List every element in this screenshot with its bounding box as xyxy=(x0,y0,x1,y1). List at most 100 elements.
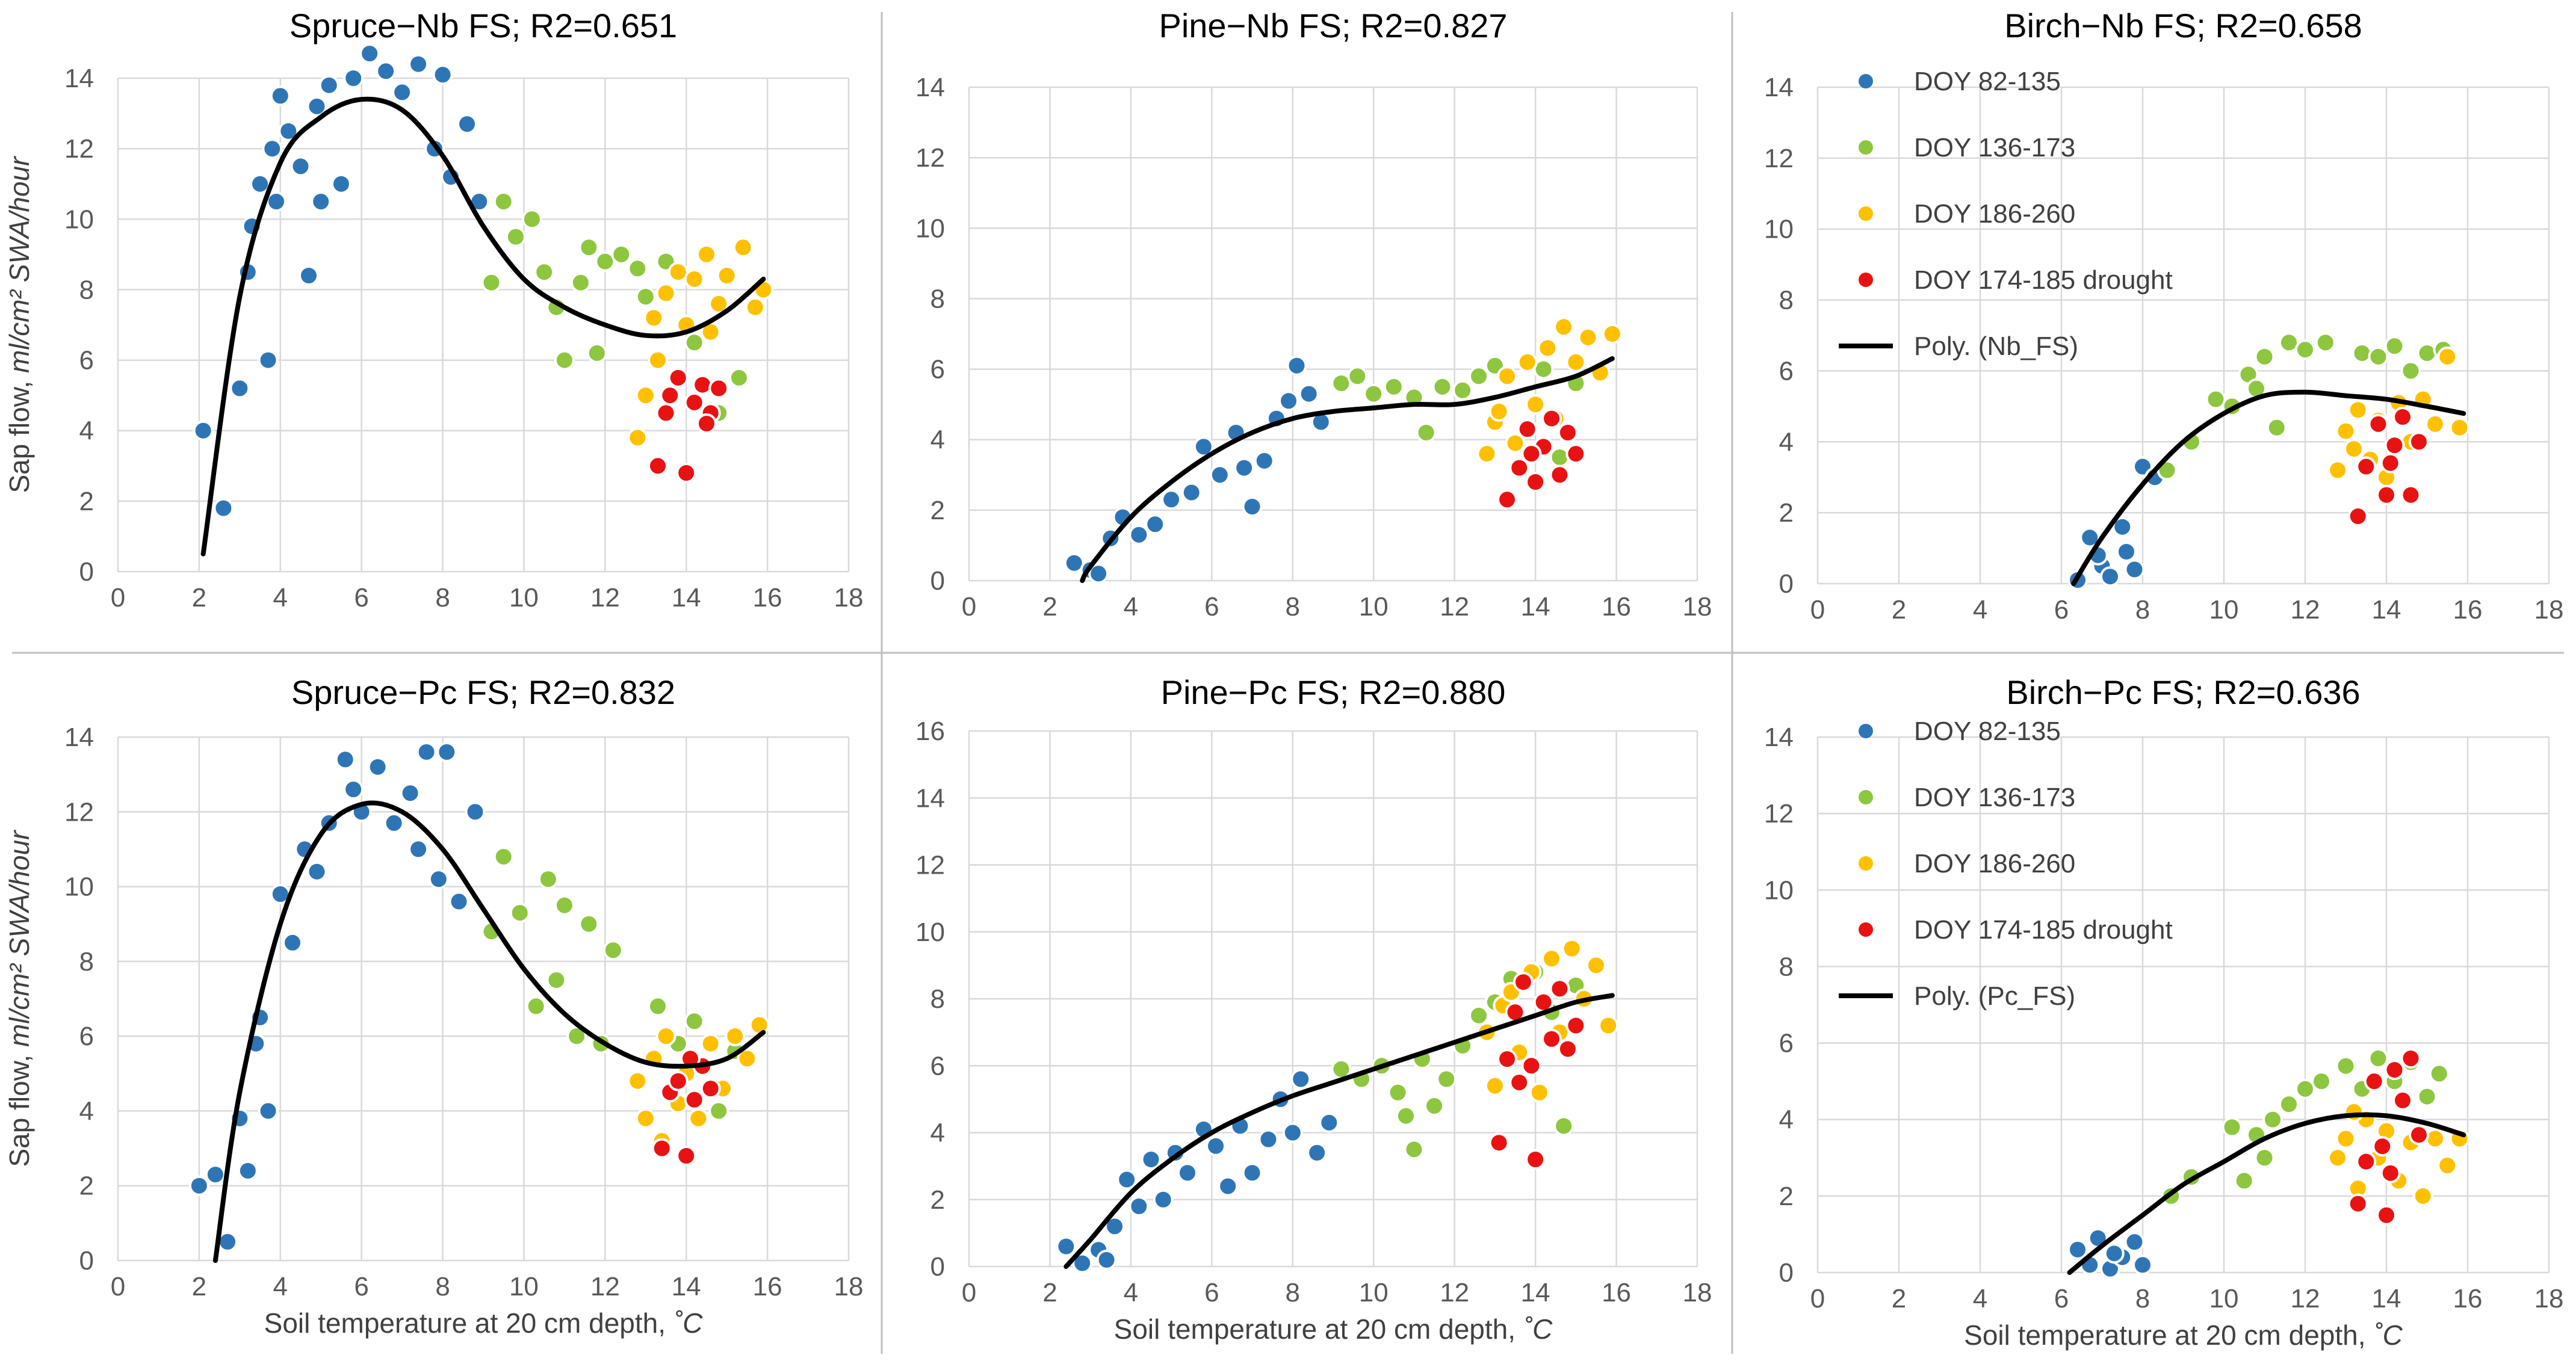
y-tick-label: 12 xyxy=(1764,799,1794,829)
chart-pine-nb: Pine−Nb FS; R2=0.827 0 2 4 6 8 10 12 14 16 18 0 2 4 6 8… xyxy=(915,7,1712,622)
legend-label: DOY 136-173 xyxy=(1914,133,2075,162)
data-point xyxy=(745,297,766,318)
data-point xyxy=(635,385,656,406)
x-tick-label: 0 xyxy=(1810,1284,1825,1313)
x-tick-label: 6 xyxy=(354,1272,368,1301)
data-point xyxy=(2409,1125,2429,1146)
data-point xyxy=(408,839,429,860)
data-point xyxy=(546,969,567,990)
data-point xyxy=(2100,566,2120,587)
data-point xyxy=(2347,400,2368,421)
x-tick-label: 4 xyxy=(273,583,288,613)
charts-layer: Spruce−Nb FS; R2=0.651 0 2 4 6 8 10 12 14 16 18 0 2 4… xyxy=(4,7,2563,1351)
y-tick-label: 4 xyxy=(79,416,94,446)
data-point xyxy=(648,455,669,477)
data-point xyxy=(428,869,449,890)
legend-label: DOY 186-260 xyxy=(1914,849,2075,878)
x-tick-label: 6 xyxy=(2054,1284,2069,1313)
data-point xyxy=(2335,1128,2356,1149)
data-point xyxy=(570,272,591,293)
data-point xyxy=(676,1146,697,1166)
y-tick-label: 14 xyxy=(915,73,945,102)
data-point xyxy=(278,120,299,141)
data-point xyxy=(237,1160,258,1181)
y-tick-label: 14 xyxy=(1764,723,1794,752)
chart-title: Birch−Pc FS; R2=0.636 xyxy=(2006,673,2360,711)
data-point xyxy=(1218,1176,1239,1197)
data-point xyxy=(1282,1122,1303,1143)
x-tick-label: 8 xyxy=(2135,595,2150,625)
legend-item: DOY 82-135 xyxy=(1859,67,2061,96)
data-point xyxy=(684,1089,705,1110)
data-point xyxy=(2425,413,2445,434)
data-point xyxy=(1509,1072,1530,1093)
y-tick-label: 8 xyxy=(79,275,94,304)
data-point xyxy=(2437,1155,2458,1176)
legend-item: DOY 82-135 xyxy=(1859,717,2061,746)
data-point xyxy=(2356,456,2377,477)
x-tick-label: 0 xyxy=(111,1272,125,1301)
data-point xyxy=(298,265,319,286)
fit-curve xyxy=(2071,389,2466,586)
fit-curve xyxy=(212,800,766,1263)
data-point xyxy=(457,114,478,135)
x-axis-title-units: ˚C xyxy=(673,1307,703,1339)
data-point xyxy=(2364,1071,2385,1092)
data-point xyxy=(1488,1132,1509,1153)
data-point xyxy=(2437,346,2458,367)
data-point xyxy=(400,783,421,804)
data-point xyxy=(1177,1162,1198,1183)
x-tick-label: 8 xyxy=(2135,1284,2150,1313)
y-tick-label: 8 xyxy=(1779,286,1794,315)
data-point xyxy=(250,173,271,194)
data-point xyxy=(2376,484,2397,505)
x-tick-label: 14 xyxy=(672,583,701,613)
x-tick-label: 18 xyxy=(834,1272,864,1301)
data-point xyxy=(2347,1193,2368,1214)
data-point xyxy=(2335,1055,2356,1076)
legend-label: DOY 136-173 xyxy=(1914,783,2075,812)
y-axis-title: Sap flow, ml/cm² SWA/hour xyxy=(4,830,35,1167)
chart-title: Spruce−Nb FS; R2=0.651 xyxy=(289,7,677,45)
chart-pine-pc: Pine−Pc FS; R2=0.880 0 2 4 6 8 10 12 14 16 18 0 2 4 6 8… xyxy=(915,673,1712,1345)
x-tick-label: 12 xyxy=(590,583,620,613)
data-point xyxy=(688,1108,709,1129)
data-point xyxy=(1383,376,1404,397)
data-point xyxy=(1424,1096,1445,1116)
data-point xyxy=(1549,447,1570,468)
x-axis-title: Soil temperature at 20 cm depth, ˚C xyxy=(1114,1313,1553,1345)
y-tick-label: 4 xyxy=(930,1119,945,1148)
data-point xyxy=(2266,417,2287,438)
x-tick-label: 4 xyxy=(1124,1278,1138,1307)
y-tick-label: 10 xyxy=(64,205,94,234)
data-point xyxy=(2311,1071,2332,1092)
x-tick-label: 12 xyxy=(1440,1278,1469,1307)
data-point xyxy=(676,463,697,483)
data-point xyxy=(2327,1147,2348,1168)
x-tick-label: 10 xyxy=(1359,1278,1389,1307)
data-point xyxy=(1088,563,1109,584)
x-tick-label: 0 xyxy=(111,583,125,613)
data-point xyxy=(509,903,530,924)
data-point xyxy=(367,756,388,777)
y-tick-label: 6 xyxy=(930,355,945,384)
data-point xyxy=(2315,332,2336,353)
legend-marker xyxy=(1859,206,1873,221)
data-point xyxy=(258,350,279,371)
gridlines xyxy=(968,86,1698,582)
legend-marker xyxy=(1859,790,1873,804)
chart-birch-pc: Birch−Pc FS; R2=0.636 0 2 4 6 8 10 12 14 16 18 0 2 4 6… xyxy=(1764,673,2563,1351)
data-point xyxy=(1598,1015,1619,1036)
x-tick-label: 16 xyxy=(753,583,782,613)
data-point xyxy=(1319,1112,1340,1133)
data-point xyxy=(655,283,677,304)
data-point xyxy=(2376,1205,2397,1226)
y-axis-title-prefix: Sap flow, xyxy=(4,373,35,493)
data-point xyxy=(525,996,546,1017)
data-point xyxy=(1290,1069,1311,1090)
data-point xyxy=(448,891,469,912)
y-tick-label: 14 xyxy=(64,723,94,752)
data-point xyxy=(1242,1162,1263,1183)
y-tick-label: 6 xyxy=(79,346,94,375)
